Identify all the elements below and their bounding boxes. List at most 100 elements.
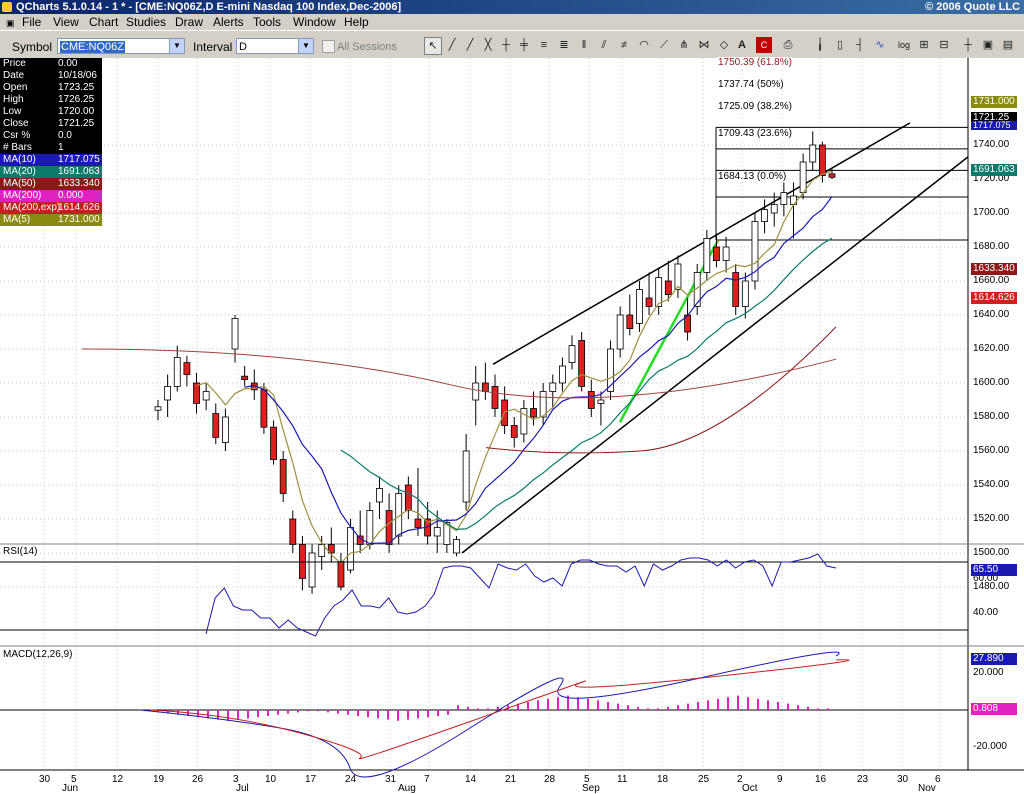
menu-studies[interactable]: Studies [126,15,167,29]
alert-icon[interactable]: C [756,37,772,53]
data-window-value: 0.0 [58,130,72,141]
data-window-value: 1723.25 [58,82,95,93]
channel-upper-line [492,122,911,365]
ray-tool-icon[interactable]: ╱ [466,39,474,51]
ma10-tag: 1717.075 [971,121,1017,130]
menu-tools[interactable]: Tools [253,15,282,29]
candle-body [173,357,181,387]
fib-fan-icon[interactable]: ≣ [559,39,569,51]
all-sessions-checkbox[interactable] [322,40,335,53]
channel-icon[interactable]: ⫽ [601,39,607,51]
menu-window[interactable]: Window [293,15,336,29]
x-axis-day-label: 26 [192,774,204,785]
symbol-value[interactable]: CME:NQ06Z [60,41,125,53]
line-tool-icon[interactable]: ╱ [448,39,456,51]
candle-body [241,375,249,381]
andrews-icon[interactable]: ⋔ [679,39,689,51]
x-axis-month-label: Jun [62,783,79,794]
extended-line-icon[interactable]: ╳ [484,39,492,51]
data-window-key: MA(20) [3,166,36,177]
vertical-line-icon[interactable]: ╪ [520,39,528,51]
x-axis-month-label: Nov [918,783,936,794]
candle-body [713,246,720,262]
candle-body [607,348,614,392]
price-chart-svg[interactable] [0,58,1024,794]
candle-chart-icon[interactable]: ▯ [836,39,844,51]
speed-line-icon[interactable]: ⟋ [660,39,668,51]
text-tool-icon[interactable]: A [738,39,746,51]
data-window-key: MA(5) [3,214,31,225]
grid-icon[interactable]: ⊟ [939,39,949,51]
data-window-row: Date 10/18/06 [0,70,102,82]
menu-chart[interactable]: Chart [89,15,119,29]
candle-body [289,518,297,545]
window-title-bar: QCharts 5.1.0.14 - 1 * - [CME:NQ06Z,D E-… [0,0,1024,14]
ellipse-icon[interactable]: ◇ [719,39,729,51]
data-window-row: MA(200) 0.000 [0,190,102,202]
interval-label: Interval [193,40,233,54]
crosshair-icon[interactable]: ┼ [964,39,972,51]
x-axis-day-label: 30 [897,774,909,785]
cursor-tool-icon[interactable]: ↖ [424,37,442,55]
data-window-value: 1 [58,142,64,153]
data-window-row: Open 1723.25 [0,82,102,94]
gann-icon[interactable]: ‖ [581,39,587,51]
candle-body [308,552,316,588]
x-axis-month-label: Aug [398,783,416,794]
chevron-down-icon[interactable]: ▼ [298,39,313,53]
data-window-key: MA(200) [3,190,42,201]
price-axis-label: 1700.00 [973,207,1010,218]
candle-body [530,408,537,418]
menu-draw[interactable]: Draw [175,15,204,29]
window-icon[interactable]: ▣ [982,39,994,51]
arc-icon[interactable]: ◠ [639,39,649,51]
chevron-down-icon[interactable]: ▼ [169,39,184,53]
fib-level-61: 1750.39 (61.8%) [718,57,792,68]
rsi-line [205,553,837,637]
menu-view[interactable]: View [53,15,79,29]
cycle-icon[interactable]: ⋈ [698,39,710,51]
menu-file[interactable]: File [22,15,42,29]
ohlc-icon[interactable]: ┤ [856,39,864,51]
data-window-value: 1720.00 [58,106,95,117]
regression-icon[interactable]: ≠ [620,39,628,51]
line-chart-icon[interactable]: ∿ [875,39,885,51]
candle-body [549,382,557,392]
x-axis-day-label: 18 [657,774,669,785]
rsi-axis-40: 40.00 [973,607,999,618]
x-axis-day-label: 25 [698,774,710,785]
candle-body [616,314,624,350]
price-axis-label: 1600.00 [973,377,1010,388]
doc-icon[interactable]: ▣ [6,18,15,28]
x-axis-month-label: Oct [742,783,758,794]
x-axis-day-label: 17 [305,774,317,785]
macd-label: MACD(12,26,9) [3,649,73,660]
data-window-key: Close [3,118,29,129]
fib-level-38: 1725.09 (38.2%) [718,101,792,112]
trend-line-green [618,239,720,423]
price-axis-label: 1680.00 [973,241,1010,252]
log-scale-icon[interactable]: log [897,40,910,50]
zoom-icon[interactable]: ⊞ [919,39,929,51]
candle-body [260,389,268,428]
menu-help[interactable]: Help [344,15,369,29]
interval-combo[interactable]: D ▼ [236,38,314,54]
candle-body [559,365,566,384]
data-window-value: 1691.063 [58,166,100,177]
bar-chart-icon[interactable]: ╽ [816,39,824,51]
symbol-combo[interactable]: CME:NQ06Z ▼ [57,38,185,54]
chart-area[interactable] [0,58,1024,794]
data-window-row: MA(10) 1717.075 [0,154,102,166]
fib-retracement-icon[interactable]: ≡ [540,39,548,51]
interval-value[interactable]: D [239,41,247,53]
settings-icon[interactable]: ▤ [1002,39,1014,51]
window-title: QCharts 5.1.0.14 - 1 * - [CME:NQ06Z,D E-… [16,1,402,13]
macd-axis-20: 20.000 [973,667,1004,678]
menu-alerts[interactable]: Alerts [213,15,244,29]
x-axis-day-label: 12 [112,774,124,785]
ma20-line [340,237,833,530]
candle-body [741,280,749,307]
data-window-value: 1717.075 [58,154,100,165]
print-icon[interactable]: ⎙ [783,39,793,51]
horizontal-line-icon[interactable]: ┼ [502,39,510,51]
